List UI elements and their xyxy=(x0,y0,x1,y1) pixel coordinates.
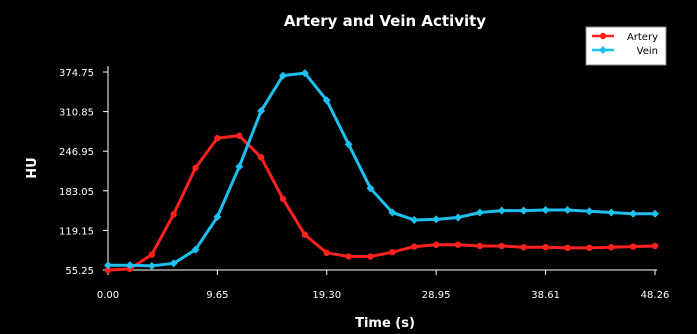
artery-point xyxy=(367,253,374,260)
series-layer xyxy=(104,69,659,274)
vein-point xyxy=(191,245,200,254)
vein-point xyxy=(388,208,397,217)
vein-point xyxy=(300,69,309,78)
artery-point xyxy=(629,243,637,250)
artery-point xyxy=(104,266,112,274)
y-tick-label: 55.25 xyxy=(65,266,94,277)
vein-point xyxy=(629,209,638,218)
artery-point xyxy=(279,195,287,203)
artery-point xyxy=(236,132,243,139)
x-tick-label: 38.61 xyxy=(531,290,560,301)
artery-point xyxy=(148,251,155,258)
chart-title: Artery and Vein Activity xyxy=(284,12,486,30)
artery-point xyxy=(214,134,221,142)
vein-point xyxy=(563,206,572,215)
artery-point xyxy=(564,244,571,252)
legend: Artery Vein xyxy=(585,26,667,66)
y-tick-label: 310.85 xyxy=(59,108,94,119)
vein-point xyxy=(541,206,550,215)
artery-point xyxy=(520,244,527,251)
artery-point xyxy=(411,243,418,250)
axes xyxy=(107,66,657,271)
legend-label-artery: Artery xyxy=(627,32,658,43)
vein-point xyxy=(410,215,419,224)
artery-point xyxy=(651,242,659,250)
vein-series xyxy=(104,69,659,270)
artery-point xyxy=(498,242,505,250)
artery-point xyxy=(257,154,265,161)
legend-item-artery: Artery xyxy=(592,32,658,43)
artery-point xyxy=(170,211,177,218)
artery-point xyxy=(454,241,462,248)
x-tick-label: 0.00 xyxy=(97,290,119,301)
vein-point xyxy=(519,206,528,215)
vein-point xyxy=(147,261,156,270)
legend-box xyxy=(585,26,667,66)
vein-point xyxy=(651,209,659,218)
x-tick-label: 28.95 xyxy=(422,290,451,301)
vein-point xyxy=(366,184,375,193)
vein-point xyxy=(344,140,353,149)
artery-point xyxy=(345,253,352,260)
x-tick-label: 19.30 xyxy=(312,290,341,301)
vein-point xyxy=(497,206,506,215)
artery-line xyxy=(107,134,656,272)
vein-point xyxy=(169,259,178,268)
vein-point xyxy=(279,71,288,80)
x-axis-label: Time (s) xyxy=(355,316,415,331)
artery-point xyxy=(542,244,549,251)
y-tick-label: 374.75 xyxy=(59,68,94,79)
artery-point xyxy=(476,242,484,250)
vein-point xyxy=(432,215,441,224)
vein-point xyxy=(257,106,266,115)
vein-point xyxy=(454,213,463,222)
vein-point xyxy=(125,261,134,270)
vein-point xyxy=(585,207,594,216)
artery-point xyxy=(389,248,396,256)
legend-marker-vein xyxy=(599,46,607,54)
artery-point xyxy=(323,249,330,257)
vein-point xyxy=(104,261,112,270)
legend-item-vein: Vein xyxy=(592,46,658,57)
vein-point xyxy=(322,96,331,105)
artery-point xyxy=(192,164,199,172)
vein-point xyxy=(235,162,244,171)
vein-point xyxy=(607,208,616,217)
legend-marker-artery xyxy=(599,32,607,40)
legend-label-vein: Vein xyxy=(637,46,658,57)
x-tick-label: 9.65 xyxy=(206,290,228,301)
artery-point xyxy=(586,244,593,252)
y-tick-label: 183.05 xyxy=(59,187,94,198)
vein-point xyxy=(213,212,222,221)
x-tick-label: 48.26 xyxy=(641,290,670,301)
y-axis-label: HU xyxy=(25,157,40,178)
artery-point xyxy=(608,244,615,251)
artery-point xyxy=(301,231,309,239)
y-tick-label: 246.95 xyxy=(59,147,94,158)
vein-point xyxy=(475,208,484,217)
artery-point xyxy=(432,241,440,248)
y-tick-label: 119.15 xyxy=(59,226,94,237)
